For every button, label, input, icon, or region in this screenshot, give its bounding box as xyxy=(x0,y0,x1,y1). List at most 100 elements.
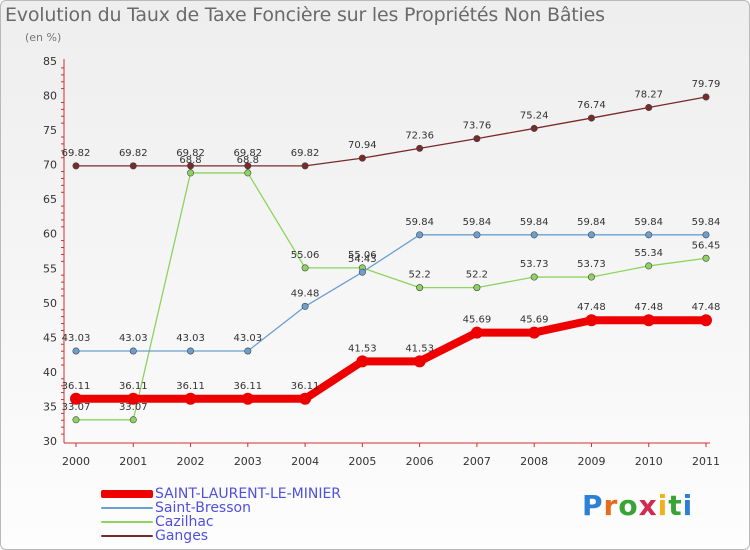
data-point-saint-laurent-le-minier xyxy=(470,326,483,339)
legend-swatch xyxy=(101,490,153,498)
data-label-cazilhac: 55.06 xyxy=(348,250,377,261)
data-label-saint-laurent-le-minier: 36.11 xyxy=(233,381,262,392)
data-label-ganges: 79.79 xyxy=(692,79,721,90)
data-label-cazilhac: 33.07 xyxy=(62,402,91,413)
data-point-saint-laurent-le-minier xyxy=(356,355,369,368)
data-label-saint-laurent-le-minier: 47.48 xyxy=(634,302,663,313)
data-point-saint-laurent-le-minier xyxy=(70,392,82,405)
legend-label: Ganges xyxy=(155,528,209,544)
y-tick-label: 75 xyxy=(43,124,57,137)
y-tick-label: 80 xyxy=(43,90,57,103)
y-tick-label: 50 xyxy=(43,297,57,310)
data-point-ganges xyxy=(301,162,309,170)
x-tick-label: 2006 xyxy=(406,455,434,468)
data-label-cazilhac: 33.07 xyxy=(119,402,148,413)
y-tick-label: 70 xyxy=(43,159,57,172)
y-tick-label: 40 xyxy=(43,366,57,379)
data-label-cazilhac: 68.8 xyxy=(237,155,259,166)
proxiti-logo: Proxiti xyxy=(582,489,693,522)
data-label-cazilhac: 52.2 xyxy=(409,270,431,281)
x-tick-label: 2007 xyxy=(463,455,491,468)
chart-title: Evolution du Taux de Taxe Foncière sur l… xyxy=(5,4,605,26)
data-point-ganges xyxy=(416,144,424,152)
legend-label: Saint-Bresson xyxy=(155,500,251,516)
x-tick-label: 2003 xyxy=(234,455,262,468)
logo-letter: i xyxy=(657,489,669,522)
data-point-saint-bresson xyxy=(645,231,653,239)
data-point-cazilhac xyxy=(702,254,710,262)
data-label-ganges: 76.74 xyxy=(577,100,606,111)
data-point-cazilhac xyxy=(129,416,137,424)
data-point-saint-bresson xyxy=(530,231,538,239)
data-label-saint-laurent-le-minier: 36.11 xyxy=(119,381,148,392)
data-point-ganges xyxy=(244,162,252,170)
data-point-ganges xyxy=(129,162,137,170)
data-point-saint-bresson xyxy=(72,347,80,355)
x-tick-label: 2002 xyxy=(177,455,205,468)
x-tick-label: 2008 xyxy=(520,455,548,468)
x-tick-label: 2001 xyxy=(119,455,147,468)
y-tick-label: 65 xyxy=(43,193,57,206)
x-tick-label: 2000 xyxy=(62,455,90,468)
data-point-saint-laurent-le-minier xyxy=(700,314,712,327)
data-point-cazilhac xyxy=(301,264,309,272)
data-label-ganges: 69.82 xyxy=(62,148,91,159)
data-point-saint-laurent-le-minier xyxy=(241,392,254,405)
data-label-ganges: 69.82 xyxy=(233,148,262,159)
series-line-ganges xyxy=(75,96,707,167)
legend-label: Cazilhac xyxy=(155,514,214,530)
x-tick-label: 2009 xyxy=(577,455,605,468)
y-tick-label: 55 xyxy=(43,262,57,275)
data-point-saint-laurent-le-minier xyxy=(585,314,598,327)
series-line-saint-bresson xyxy=(75,234,707,352)
data-label-saint-laurent-le-minier: 45.69 xyxy=(463,315,492,326)
data-point-saint-bresson xyxy=(187,347,195,355)
data-label-ganges: 73.76 xyxy=(463,121,492,132)
data-point-cazilhac xyxy=(645,262,653,270)
data-point-cazilhac xyxy=(473,284,481,292)
x-tick-label: 2005 xyxy=(348,455,376,468)
data-label-ganges: 78.27 xyxy=(634,89,663,100)
y-tick-label: 45 xyxy=(43,331,57,344)
data-point-saint-laurent-le-minier xyxy=(127,392,140,405)
data-label-saint-laurent-le-minier: 36.11 xyxy=(176,381,205,392)
legend-label: SAINT-LAURENT-LE-MINIER xyxy=(155,486,342,502)
data-label-saint-laurent-le-minier: 36.11 xyxy=(291,381,320,392)
y-tick-label: 35 xyxy=(43,400,57,413)
data-point-ganges xyxy=(187,162,195,170)
data-label-cazilhac: 55.06 xyxy=(291,250,320,261)
data-label-saint-laurent-le-minier: 47.48 xyxy=(577,302,606,313)
data-label-ganges: 69.82 xyxy=(119,148,148,159)
y-tick-label: 60 xyxy=(43,228,57,241)
logo-letter: P xyxy=(582,489,604,522)
data-label-saint-bresson: 59.84 xyxy=(405,217,434,228)
series-line-cazilhac xyxy=(75,172,707,421)
data-point-saint-laurent-le-minier xyxy=(413,355,426,368)
data-label-saint-bresson: 43.03 xyxy=(119,333,148,344)
data-label-saint-bresson: 59.84 xyxy=(463,217,492,228)
data-point-saint-bresson xyxy=(129,347,137,355)
data-point-cazilhac xyxy=(530,273,538,281)
data-label-cazilhac: 68.8 xyxy=(179,155,201,166)
data-point-cazilhac xyxy=(187,169,195,177)
data-point-ganges xyxy=(587,114,595,122)
series-line-saint-laurent-le-minier xyxy=(72,316,710,403)
data-label-cazilhac: 53.73 xyxy=(520,259,549,270)
data-point-saint-laurent-le-minier xyxy=(184,392,197,405)
legend-swatch xyxy=(101,521,153,523)
data-label-saint-laurent-le-minier: 41.53 xyxy=(348,343,377,354)
data-point-cazilhac xyxy=(587,273,595,281)
data-label-saint-bresson: 43.03 xyxy=(176,333,205,344)
data-label-ganges: 72.36 xyxy=(405,130,434,141)
data-point-saint-laurent-le-minier xyxy=(528,326,541,339)
data-point-cazilhac xyxy=(416,284,424,292)
chart-subtitle: (en %) xyxy=(25,31,62,44)
logo-letter: t xyxy=(668,489,683,522)
data-label-ganges: 69.82 xyxy=(176,148,205,159)
data-label-saint-laurent-le-minier: 45.69 xyxy=(520,315,549,326)
data-point-saint-laurent-le-minier xyxy=(299,392,312,405)
legend-swatch xyxy=(101,535,153,537)
data-point-ganges xyxy=(530,124,538,132)
data-label-saint-laurent-le-minier: 47.48 xyxy=(692,302,721,313)
data-point-ganges xyxy=(702,93,710,101)
